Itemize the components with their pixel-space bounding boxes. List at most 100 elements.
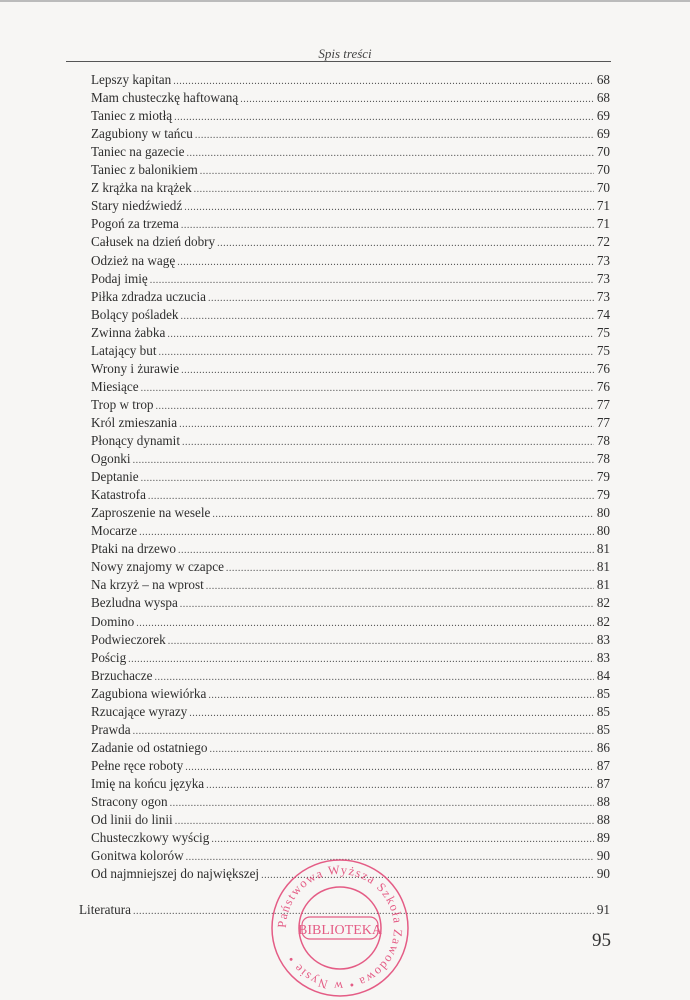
entry-title: Stracony ogon	[91, 794, 168, 809]
toc-entry: Stary niedźwiedź 71	[91, 197, 610, 215]
toc-entry: Deptanie 79	[91, 468, 610, 486]
entry-title: Pełne ręce roboty	[91, 757, 184, 773]
entry-title: Miesiące	[91, 378, 139, 394]
toc-entry: Wrony i żurawie 76	[91, 360, 610, 378]
entry-page: 79	[596, 487, 610, 503]
toc-entry: Podaj imię 73	[91, 270, 610, 288]
toc-entry: Miesiące 76	[91, 378, 610, 396]
toc-entry: Pościg 83	[91, 649, 610, 667]
entry-title: Pogoń za trzema	[91, 216, 179, 232]
entry-page: 80	[596, 505, 610, 521]
toc-entry: Ogonki 78	[91, 450, 610, 468]
entry-title: Odzież na wagę	[91, 252, 176, 268]
toc-entry: Mam chusteczkę haftowaną 68	[91, 89, 610, 107]
toc-entry: Imię na końcu języka 87	[91, 775, 610, 793]
entry-title: Z krążka na krążek	[91, 180, 192, 196]
entry-title: Nowy znajomy w czapce	[91, 559, 224, 575]
entry-page: 73	[596, 270, 610, 286]
toc-entry: Zadanie od ostatniego 86	[91, 739, 610, 757]
entry-page: 75	[596, 324, 610, 340]
entry-page: 87	[596, 757, 610, 773]
entry-title: Prawda	[91, 721, 131, 737]
toc-entry: Całusek na dzień dobry 72	[91, 233, 610, 251]
toc-entry: Z krążka na krążek 70	[91, 179, 610, 197]
toc-entry: Od linii do linii 88	[91, 811, 610, 829]
entry-title: Latający but	[91, 342, 157, 358]
entry-page: 75	[596, 342, 610, 358]
page-number: 95	[592, 930, 611, 951]
toc-entry: Płonący dynamit 78	[91, 432, 610, 450]
toc-entry: Bolący pośladek 74	[91, 306, 610, 324]
entry-title: Imię na końcu języka	[91, 775, 205, 791]
toc-entry: Rzucające wyrazy 85	[91, 703, 610, 721]
entry-title: Mocarze	[91, 523, 138, 539]
toc-entry: Zwinna żabka 75	[91, 324, 610, 342]
entry-page: 85	[596, 721, 610, 737]
toc-entry: Na krzyż – na wprost 81	[91, 576, 610, 594]
entry-title: Mam chusteczkę haftowaną	[91, 90, 239, 106]
entry-title: Taniec z miotłą	[91, 108, 173, 124]
toc-entry: Prawda 85	[91, 721, 610, 739]
toc-entry: Domino 82	[91, 613, 610, 631]
entry-title: Chusteczkowy wyścig	[91, 830, 210, 846]
toc-entry: Stracony ogon 88	[91, 793, 610, 811]
toc-entry: Od najmniejszej do największej 90	[91, 865, 610, 883]
toc-entry: Pogoń za trzema 71	[91, 215, 610, 233]
toc-entry: Chusteczkowy wyścig 89	[91, 829, 610, 847]
toc-entry: Brzuchacze 84	[91, 667, 610, 685]
entry-page: 69	[596, 108, 610, 124]
entry-page: 72	[596, 234, 610, 250]
toc-entry: Lepszy kapitan 68	[91, 71, 610, 89]
toc-entry: Odzież na wagę 73	[91, 252, 610, 270]
entry-page: 77	[596, 396, 610, 412]
toc-entry: Trop w trop 77	[91, 396, 610, 414]
entry-page: 87	[596, 775, 610, 791]
toc-entry: Mocarze 80	[91, 522, 610, 540]
entry-page: 88	[596, 812, 610, 828]
entry-page: 88	[596, 794, 610, 809]
entry-page: 74	[596, 306, 610, 322]
entry-page: 83	[596, 649, 610, 665]
entry-page: 70	[596, 144, 610, 160]
entry-title: Zwinna żabka	[91, 324, 166, 340]
entry-title: Ptaki na drzewo	[91, 541, 176, 557]
entry-page: 85	[596, 685, 610, 701]
entry-page: 79	[596, 469, 610, 485]
toc-entry: Zaproszenie na wesele 80	[91, 504, 610, 522]
toc-entry: Taniec z balonikiem 70	[91, 161, 610, 179]
entry-page: 83	[596, 631, 610, 647]
toc-entry: Zagubiona wiewiórka 85	[91, 685, 610, 703]
toc-entry: Taniec na gazecie 70	[91, 143, 610, 161]
entry-title: Deptanie	[91, 469, 139, 485]
entry-page: 80	[596, 523, 610, 539]
toc-entry: Zagubiony w tańcu 69	[91, 125, 610, 143]
entry-title: Od linii do linii	[91, 812, 173, 828]
entry-title: Rzucające wyrazy	[91, 703, 188, 719]
entry-page: 86	[596, 739, 610, 755]
entry-page: 81	[596, 559, 610, 575]
entry-page: 73	[596, 252, 610, 268]
toc-entry: Latający but 75	[91, 342, 610, 360]
entry-title: Literatura	[79, 902, 131, 917]
entry-page: 89	[596, 830, 610, 846]
entry-title: Zagubiony w tańcu	[91, 126, 193, 142]
entry-title: Trop w trop	[91, 396, 154, 412]
entry-page: 78	[596, 451, 610, 467]
entry-page: 82	[596, 613, 610, 629]
toc-entry: Ptaki na drzewo 81	[91, 540, 610, 558]
entry-title: Król zmieszania	[91, 414, 178, 430]
entry-title: Bolący pośladek	[91, 306, 179, 322]
entry-title: Podwieczorek	[91, 631, 166, 647]
entry-page: 68	[596, 72, 610, 87]
entry-title: Od najmniejszej do największej	[91, 866, 260, 882]
entry-page: 70	[596, 180, 610, 196]
toc-entry: Pełne ręce roboty 87	[91, 757, 610, 775]
entry-page: 71	[596, 198, 610, 214]
toc-entry: Katastrofa 79	[91, 486, 610, 504]
entry-title: Bezludna wyspa	[91, 595, 178, 611]
toc-entry: Piłka zdradza uczucia 73	[91, 288, 610, 306]
toc-entry: Nowy znajomy w czapce 81	[91, 558, 610, 576]
entry-title: Całusek na dzień dobry	[91, 234, 216, 250]
entry-page: 90	[596, 848, 610, 864]
entry-title: Taniec z balonikiem	[91, 162, 198, 178]
